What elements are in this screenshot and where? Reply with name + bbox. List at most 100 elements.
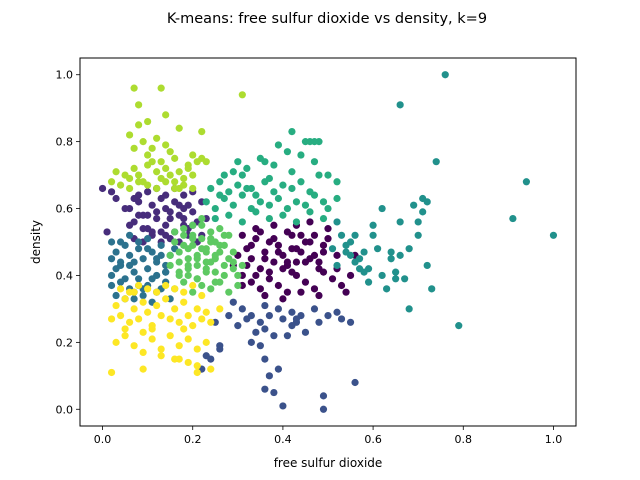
point-cluster-5	[319, 214, 328, 223]
point-cluster-7	[189, 151, 197, 159]
point-cluster-6	[234, 281, 242, 290]
point-cluster-2	[279, 315, 287, 323]
point-cluster-7	[175, 184, 183, 193]
point-cluster-0	[297, 248, 305, 256]
point-cluster-8	[171, 285, 179, 293]
point-cluster-0	[288, 231, 296, 239]
point-cluster-2	[265, 312, 273, 320]
point-cluster-0	[265, 275, 273, 283]
point-cluster-8	[175, 318, 183, 326]
point-cluster-7	[126, 184, 134, 193]
point-cluster-5	[252, 208, 260, 216]
point-cluster-7	[144, 151, 152, 159]
point-cluster-8	[116, 285, 125, 293]
point-cluster-5	[288, 128, 296, 136]
point-cluster-1	[98, 184, 107, 193]
point-cluster-6	[175, 268, 183, 276]
point-cluster-1	[153, 214, 161, 223]
point-cluster-7	[189, 184, 197, 193]
point-cluster-7	[175, 168, 183, 176]
point-cluster-3	[130, 295, 138, 303]
point-cluster-7	[126, 174, 134, 183]
point-cluster-6	[216, 278, 224, 286]
point-cluster-4	[432, 158, 440, 166]
y-tick-label: 0.2	[56, 336, 74, 349]
y-tick-label: 0.8	[56, 136, 74, 149]
point-cluster-7	[126, 131, 134, 139]
y-tick-label: 0.6	[56, 203, 74, 216]
point-cluster-5	[211, 204, 219, 213]
point-cluster-3	[144, 235, 152, 243]
point-cluster-1	[139, 225, 147, 233]
point-cluster-8	[171, 355, 179, 363]
point-cluster-0	[301, 238, 310, 246]
y-tick-label: 1.0	[56, 69, 74, 82]
point-cluster-4	[374, 245, 382, 253]
point-cluster-1	[175, 211, 183, 219]
point-cluster-3	[139, 255, 147, 263]
point-cluster-4	[410, 201, 418, 209]
point-cluster-2	[274, 365, 282, 373]
point-cluster-1	[130, 194, 138, 203]
series-cluster-5	[202, 128, 341, 226]
point-cluster-2	[247, 312, 255, 320]
plot-frame	[79, 57, 577, 427]
point-cluster-0	[337, 281, 346, 290]
point-cluster-2	[202, 352, 210, 360]
point-cluster-4	[383, 285, 391, 293]
point-cluster-3	[148, 275, 156, 283]
point-cluster-4	[455, 322, 463, 330]
point-cluster-8	[139, 328, 147, 336]
point-cluster-1	[148, 228, 156, 236]
point-cluster-4	[387, 255, 395, 263]
point-cluster-8	[180, 288, 188, 296]
point-cluster-2	[319, 392, 328, 400]
point-cluster-6	[216, 225, 224, 233]
point-cluster-3	[153, 255, 161, 263]
point-cluster-7	[193, 158, 201, 166]
point-cluster-6	[184, 261, 192, 270]
point-cluster-8	[139, 298, 147, 306]
point-cluster-5	[238, 191, 246, 199]
point-cluster-4	[328, 245, 337, 253]
point-cluster-5	[270, 188, 278, 196]
point-cluster-0	[328, 275, 337, 283]
point-cluster-8	[162, 295, 170, 303]
point-cluster-2	[346, 318, 355, 326]
point-cluster-8	[112, 338, 120, 346]
point-cluster-1	[162, 221, 170, 229]
point-cluster-6	[198, 245, 206, 253]
point-cluster-4	[441, 71, 449, 79]
point-cluster-6	[171, 238, 179, 246]
point-cluster-5	[274, 141, 282, 149]
point-cluster-0	[279, 295, 287, 303]
point-cluster-8	[202, 338, 210, 346]
point-cluster-7	[144, 181, 152, 189]
point-cluster-7	[166, 171, 174, 179]
point-cluster-8	[193, 368, 201, 377]
point-cluster-3	[107, 255, 116, 263]
point-cluster-5	[238, 218, 246, 226]
point-cluster-0	[274, 241, 282, 249]
point-cluster-8	[207, 365, 215, 373]
point-cluster-5	[229, 201, 237, 209]
point-cluster-6	[211, 251, 219, 259]
point-cluster-7	[153, 134, 161, 142]
point-cluster-6	[225, 288, 233, 296]
point-cluster-0	[319, 241, 328, 249]
point-cluster-7	[135, 121, 143, 129]
point-cluster-8	[193, 345, 201, 353]
point-cluster-8	[121, 332, 129, 340]
point-cluster-5	[220, 171, 228, 179]
point-cluster-2	[252, 328, 260, 336]
point-cluster-4	[378, 204, 386, 213]
point-cluster-5	[225, 188, 233, 196]
point-cluster-7	[116, 181, 125, 189]
point-cluster-4	[405, 305, 413, 313]
point-cluster-8	[121, 295, 129, 303]
point-cluster-0	[270, 258, 278, 266]
point-cluster-0	[261, 248, 269, 256]
point-cluster-8	[157, 312, 165, 320]
point-cluster-5	[265, 174, 273, 183]
y-tick-label: 0.0	[56, 403, 74, 416]
